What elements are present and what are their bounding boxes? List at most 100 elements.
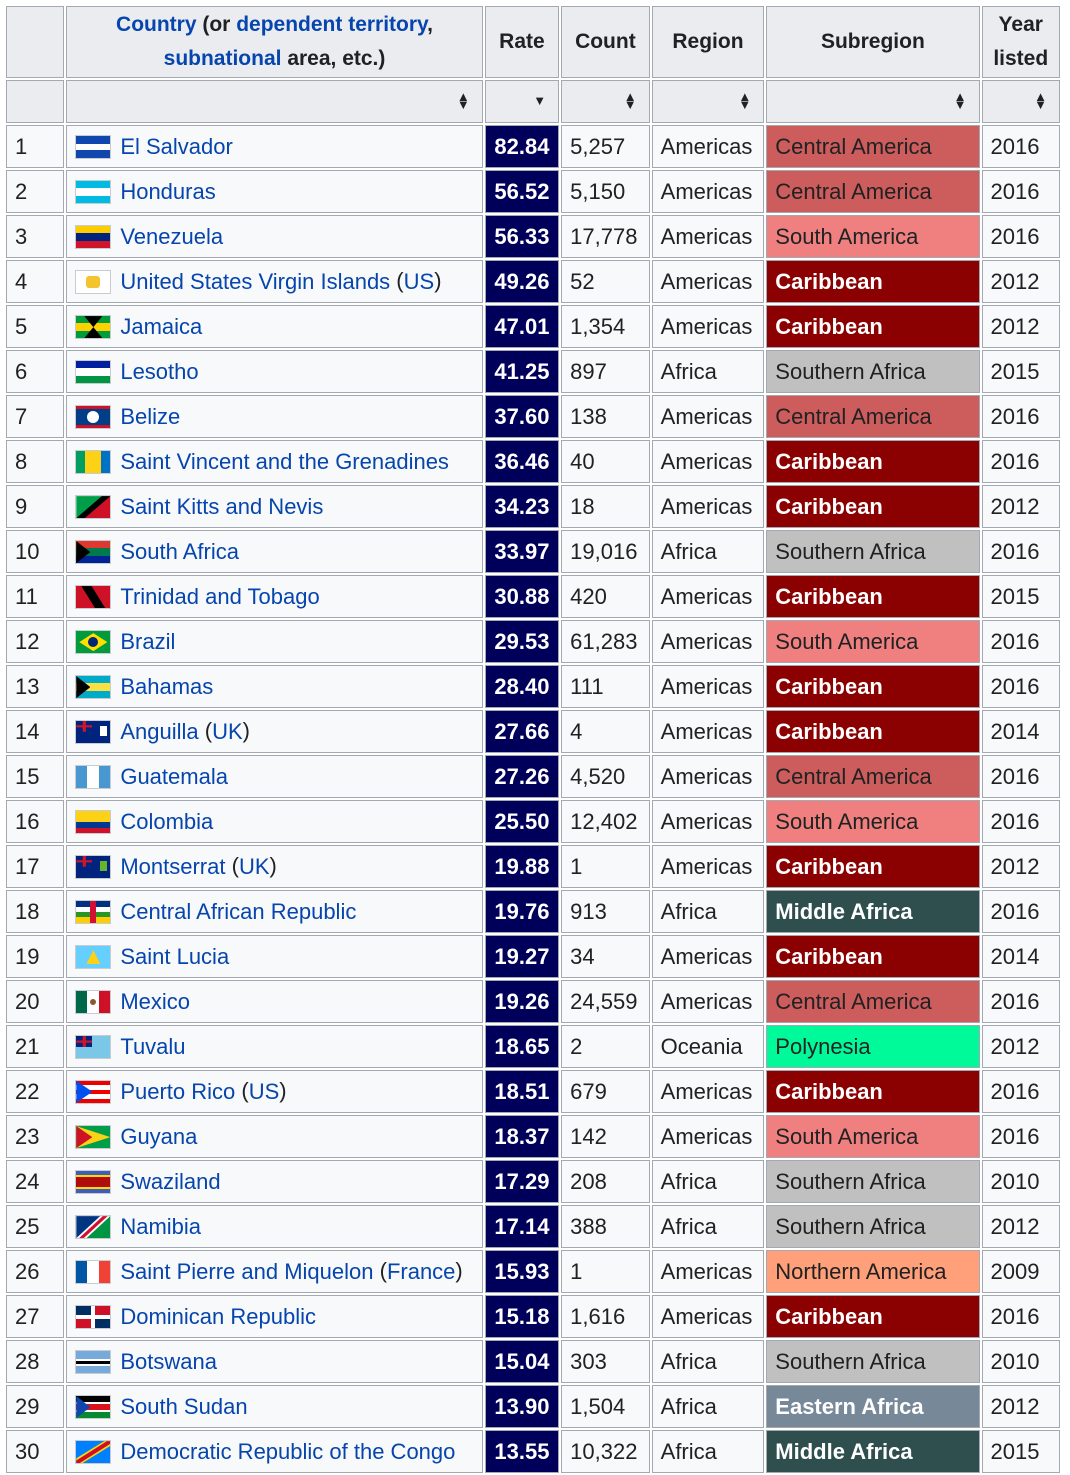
colombia-flag-icon[interactable]	[75, 810, 112, 835]
country-header-link[interactable]: Country	[116, 13, 197, 36]
country-link[interactable]: Colombia	[120, 809, 214, 835]
st-vincent-flag-icon[interactable]	[75, 450, 112, 475]
region-cell: Americas	[651, 305, 765, 348]
subregion-cell: Caribbean	[766, 575, 980, 618]
st-kitts-flag-icon[interactable]	[75, 495, 112, 520]
usvi-flag-icon[interactable]	[75, 269, 112, 294]
subregion-sort-button[interactable]: ▲ ▼	[766, 80, 980, 123]
country-link[interactable]: Mexico	[120, 989, 191, 1015]
country-link[interactable]: Anguilla	[120, 718, 199, 744]
country-link[interactable]: Namibia	[120, 1214, 202, 1240]
namibia-flag-icon[interactable]	[75, 1215, 112, 1240]
region-sort-button[interactable]: ▲ ▼	[651, 80, 765, 123]
sovereign-link[interactable]: France	[386, 1259, 456, 1285]
st-lucia-flag-icon[interactable]	[75, 945, 112, 970]
year-listed-header: Year listed	[981, 6, 1060, 78]
belize-flag-icon[interactable]	[75, 405, 112, 430]
subnational-link[interactable]: subnational	[163, 47, 282, 70]
south-africa-flag-icon[interactable]	[75, 540, 112, 565]
country-cell: El Salvador	[66, 125, 483, 168]
country-cell: Lesotho	[66, 350, 483, 393]
france-flag-icon[interactable]	[75, 1259, 112, 1284]
subregion-cell: Polynesia	[766, 1025, 980, 1068]
lesotho-flag-icon[interactable]	[75, 360, 112, 385]
swaziland-flag-icon[interactable]	[75, 1170, 112, 1195]
venezuela-flag-icon[interactable]	[75, 225, 112, 250]
anguilla-flag-icon[interactable]	[75, 719, 112, 744]
sovereign-link[interactable]: UK	[212, 719, 243, 745]
country-link[interactable]: Saint Vincent and the Grenadines	[120, 449, 449, 475]
year-sort-button[interactable]: ▲ ▼	[981, 80, 1060, 123]
country-cell: Guyana	[66, 1115, 483, 1158]
country-link[interactable]: Saint Pierre and Miquelon	[120, 1258, 374, 1284]
puerto-rico-flag-icon[interactable]	[75, 1079, 112, 1104]
count-cell: 61,283	[561, 620, 650, 663]
country-link[interactable]: Guatemala	[120, 764, 228, 790]
country-link[interactable]: Montserrat	[120, 853, 226, 879]
country-cell: Saint Lucia	[66, 935, 483, 978]
sovereign-link[interactable]: UK	[238, 854, 270, 880]
subregion-header: Subregion	[766, 6, 980, 78]
country-link[interactable]: Dominican Republic	[120, 1304, 316, 1330]
trinidad-flag-icon[interactable]	[75, 585, 112, 610]
guyana-flag-icon[interactable]	[75, 1125, 112, 1150]
country-link[interactable]: Guyana	[120, 1124, 198, 1150]
country-sort-button[interactable]: ▲ ▼	[66, 80, 483, 123]
country-link[interactable]: Venezuela	[120, 224, 224, 250]
honduras-flag-icon[interactable]	[75, 180, 112, 205]
country-link[interactable]: Saint Kitts and Nevis	[120, 494, 324, 520]
sovereign-link[interactable]: US	[403, 269, 435, 295]
count-sort-button[interactable]: ▲ ▼	[561, 80, 650, 123]
country-link[interactable]: Brazil	[120, 629, 176, 655]
country-suffix: (UK)	[198, 718, 250, 745]
country-link[interactable]: Tuvalu	[120, 1034, 186, 1060]
rate-sort-button[interactable]: ▼	[484, 80, 560, 123]
south-sudan-flag-icon[interactable]	[75, 1395, 112, 1420]
bahamas-flag-icon[interactable]	[75, 675, 112, 700]
country-link[interactable]: Puerto Rico	[120, 1078, 236, 1104]
country-link[interactable]: Lesotho	[120, 359, 199, 385]
country-link[interactable]: United States Virgin Islands	[120, 268, 391, 294]
region-cell: Americas	[651, 395, 765, 438]
country-link[interactable]: South Africa	[120, 539, 239, 565]
country-link[interactable]: Democratic Republic of the Congo	[120, 1439, 456, 1465]
sovereign-link[interactable]: US	[248, 1079, 280, 1105]
rank-cell: 10	[6, 530, 65, 573]
count-cell: 1	[561, 1250, 650, 1293]
botswana-flag-icon[interactable]	[75, 1350, 112, 1375]
country-header: Country (or dependent territory, subnati…	[66, 6, 483, 78]
jamaica-flag-icon[interactable]	[75, 315, 112, 340]
rate-cell: 47.01	[484, 305, 560, 348]
region-header: Region	[651, 6, 765, 78]
country-link[interactable]: Central African Republic	[120, 899, 357, 925]
mexico-flag-icon[interactable]	[75, 990, 112, 1015]
year-listed-cell: 2016	[981, 980, 1060, 1023]
drc-flag-icon[interactable]	[75, 1440, 112, 1465]
dependent-territory-link[interactable]: dependent territory	[236, 13, 428, 36]
country-cell: Honduras	[66, 170, 483, 213]
montserrat-flag-icon[interactable]	[75, 854, 112, 879]
car-flag-icon[interactable]	[75, 900, 112, 925]
country-link[interactable]: Trinidad and Tobago	[120, 584, 320, 610]
country-link[interactable]: El Salvador	[120, 134, 233, 160]
country-link[interactable]: Bahamas	[120, 674, 214, 700]
country-link[interactable]: Botswana	[120, 1349, 217, 1375]
year-listed-cell: 2012	[981, 485, 1060, 528]
tuvalu-flag-icon[interactable]	[75, 1035, 112, 1060]
el-salvador-flag-icon[interactable]	[75, 135, 112, 160]
country-link[interactable]: South Sudan	[120, 1394, 248, 1420]
year-listed-cell: 2016	[981, 395, 1060, 438]
country-link[interactable]: Jamaica	[120, 314, 203, 340]
country-link[interactable]: Belize	[120, 404, 181, 430]
brazil-flag-icon[interactable]	[75, 630, 112, 655]
table-row: 19 Saint Lucia 19.27 34 Americas Caribbean 201…	[6, 935, 1060, 978]
country-cell: United States Virgin Islands (US)	[66, 260, 483, 303]
guatemala-flag-icon[interactable]	[75, 765, 112, 790]
country-link[interactable]: Swaziland	[120, 1169, 221, 1195]
table-row: 6 Lesotho 41.25 897 Africa Southern Africa 201…	[6, 350, 1060, 393]
dominican-republic-flag-icon[interactable]	[75, 1305, 112, 1330]
region-cell: Americas	[651, 755, 765, 798]
country-suffix: (France)	[373, 1258, 463, 1285]
country-link[interactable]: Honduras	[120, 179, 216, 205]
country-link[interactable]: Saint Lucia	[120, 944, 230, 970]
